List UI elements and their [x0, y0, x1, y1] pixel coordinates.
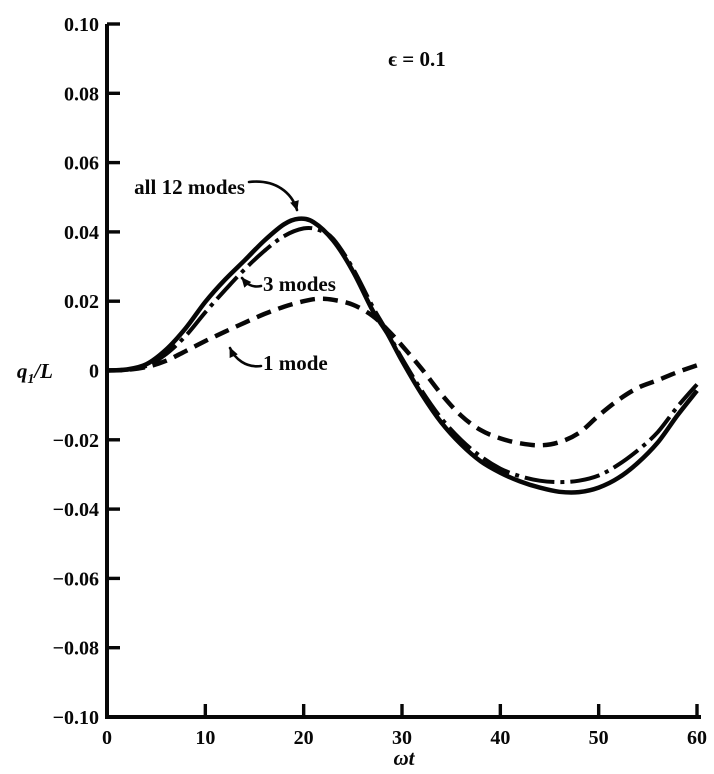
y-tick-label: 0.08: [64, 83, 99, 105]
arrow-to-all-12-modes-curve: [247, 180, 299, 212]
axes: 0.10 0.08 0.06 0.04 0.02 0 −0.02 −0.04 −0.06 −0.0…: [53, 14, 707, 749]
x-tick-label: 40: [490, 727, 510, 749]
x-axis-label: ωt: [393, 746, 415, 770]
y-tick-label: −0.08: [53, 638, 99, 660]
curve-3-modes: [106, 225, 699, 485]
y-tick-label: −0.02: [53, 430, 99, 452]
y-tick-label: −0.06: [53, 568, 99, 590]
y-tick-label: 0.06: [64, 153, 99, 175]
x-tick-label: 10: [195, 727, 215, 749]
arrow-to-1-mode-curve: [228, 346, 263, 368]
axis-spine: [105, 24, 701, 719]
series-label-all-12-modes: all 12 modes: [134, 175, 245, 199]
series-label-1-mode: 1 mode: [263, 351, 328, 375]
y-tick-label: −0.10: [53, 707, 99, 729]
epsilon-annotation: ϵ = 0.1: [388, 47, 446, 71]
arrow-to-3-modes-curve: [240, 276, 263, 288]
curve-all-12-modes: [106, 216, 699, 495]
x-tick-label: 60: [687, 727, 707, 749]
x-tick-label: 30: [392, 727, 412, 749]
x-tick-label: 0: [102, 727, 112, 749]
series-label-3-modes: 3 modes: [263, 272, 336, 296]
x-tick-label: 20: [294, 727, 314, 749]
y-tick-label: 0.04: [64, 222, 99, 244]
y-axis-label: q1/L: [17, 359, 53, 387]
y-tick-label: 0.10: [64, 14, 99, 36]
y-tick-label: 0: [89, 361, 99, 383]
annotation-arrows: [228, 180, 299, 368]
y-tick-label: −0.04: [53, 499, 99, 521]
y-tick-label: 0.02: [64, 291, 99, 313]
x-tick-label: 50: [589, 727, 609, 749]
curves: [106, 216, 699, 495]
curve-1-mode: [106, 296, 698, 448]
